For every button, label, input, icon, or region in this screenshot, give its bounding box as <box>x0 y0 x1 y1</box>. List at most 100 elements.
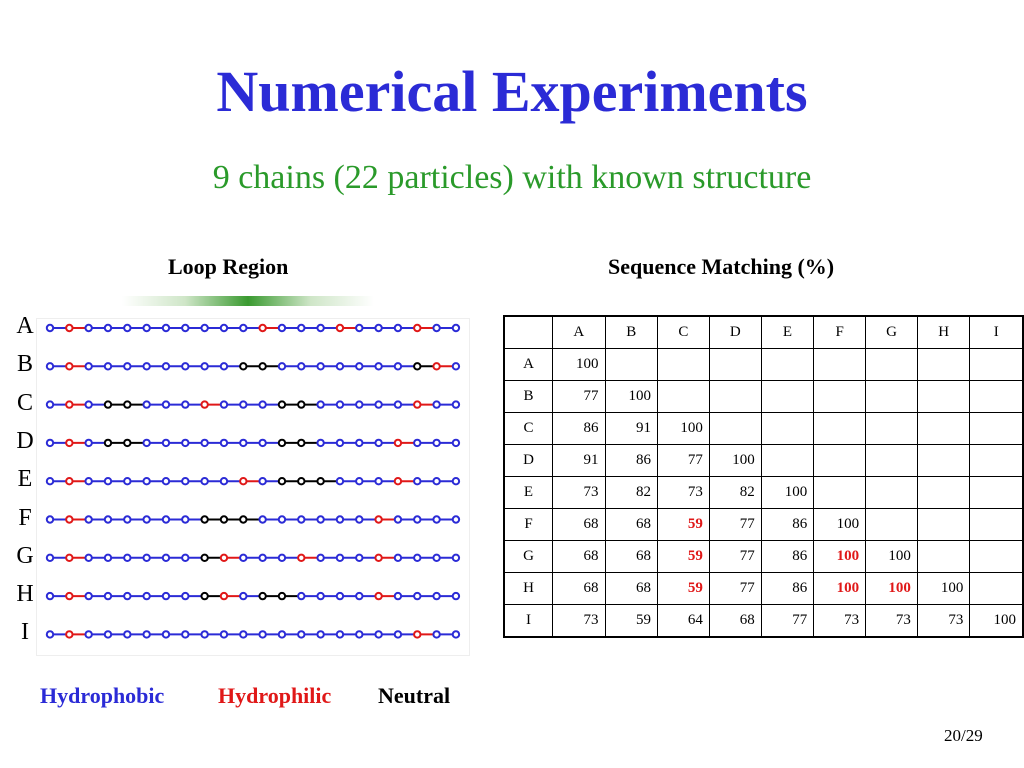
particle-node <box>45 362 55 371</box>
table-cell <box>969 572 1024 605</box>
table-row: C 86 91 100 <box>503 412 1024 445</box>
particle-node <box>277 591 287 601</box>
particle-node <box>335 591 345 601</box>
column-header: B <box>604 315 659 349</box>
particle-node <box>200 630 209 639</box>
particle-node <box>374 323 383 333</box>
particle-node <box>297 477 306 486</box>
table-cell: 73 <box>552 604 606 638</box>
chain-e <box>45 477 461 486</box>
particle-node <box>84 400 93 409</box>
table-cell: 100 <box>657 412 710 445</box>
table-cell: 59 <box>657 572 710 605</box>
particle-node <box>432 477 441 486</box>
table-cell: 100 <box>760 476 815 509</box>
particle-node <box>45 438 55 448</box>
table-cell: 100 <box>708 444 762 477</box>
particle-node <box>374 515 383 524</box>
particle-node <box>258 515 267 524</box>
table-cell <box>969 348 1024 381</box>
particle-node <box>258 591 267 601</box>
particle-node <box>335 630 345 639</box>
table-cell <box>916 476 971 509</box>
particle-node <box>123 591 132 601</box>
table-cell: 100 <box>916 572 971 605</box>
particle-node <box>393 477 403 486</box>
particle-node <box>451 323 461 333</box>
particle-node <box>161 438 171 448</box>
particle-node <box>393 438 403 448</box>
particle-node <box>219 400 229 409</box>
table-cell: 77 <box>708 572 762 605</box>
particle-node <box>393 630 403 639</box>
table-row: B 77 100 <box>503 380 1024 413</box>
particle-node <box>239 630 248 639</box>
particle-node <box>65 515 74 524</box>
particle-node <box>142 630 151 639</box>
table-cell <box>969 508 1024 541</box>
particle-node <box>355 515 364 524</box>
particle-node <box>277 400 287 409</box>
table-cell <box>969 444 1024 477</box>
particle-node <box>413 362 422 371</box>
particle-node <box>239 591 248 601</box>
particle-node <box>239 515 248 524</box>
chain-h <box>45 591 461 601</box>
particle-node <box>123 400 132 409</box>
particle-node <box>239 553 248 562</box>
particle-node <box>413 515 422 524</box>
table-cell: 68 <box>552 572 606 605</box>
particle-node <box>258 400 267 409</box>
particle-node <box>335 515 345 524</box>
particle-node <box>432 362 441 371</box>
particle-node <box>355 362 364 371</box>
particle-node <box>355 630 364 639</box>
particle-node <box>258 438 267 448</box>
particle-node <box>181 400 190 409</box>
row-header: I <box>503 604 554 638</box>
table-cell: 68 <box>604 508 659 541</box>
table-cell: 73 <box>552 476 606 509</box>
particle-node <box>142 362 151 371</box>
column-header: A <box>552 315 606 349</box>
table-cell <box>916 508 971 541</box>
particle-node <box>374 591 383 601</box>
particle-node <box>181 362 190 371</box>
table-cell <box>813 444 867 477</box>
chain-a <box>45 323 461 333</box>
table-cell: 77 <box>760 604 815 638</box>
particle-node <box>103 362 113 371</box>
row-header: D <box>503 444 554 477</box>
chain-label: D <box>16 427 34 454</box>
table-cell <box>916 540 971 573</box>
particle-node <box>413 438 422 448</box>
particle-node <box>181 553 190 562</box>
particle-node <box>45 477 55 486</box>
particle-node <box>84 591 93 601</box>
table-row: H 68 68 59 77 86 100 100 100 <box>503 572 1024 605</box>
table-cell: 59 <box>657 540 710 573</box>
particle-node <box>161 553 171 562</box>
particle-node <box>65 438 74 448</box>
table-cell <box>916 412 971 445</box>
particle-node <box>374 630 383 639</box>
particle-node <box>335 477 345 486</box>
chain-c <box>45 400 461 409</box>
table-cell: 59 <box>604 604 659 638</box>
particle-node <box>103 553 113 562</box>
particle-node <box>239 323 248 333</box>
particle-node <box>200 362 209 371</box>
particle-node <box>161 362 171 371</box>
table-cell <box>760 348 815 381</box>
particle-node <box>84 630 93 639</box>
slide-title: Numerical Experiments <box>216 59 808 124</box>
particle-node <box>103 591 113 601</box>
particle-node <box>432 591 441 601</box>
particle-node <box>219 515 229 524</box>
table-cell <box>916 348 971 381</box>
particle-node <box>161 591 171 601</box>
particle-node <box>297 515 306 524</box>
particle-node <box>84 438 93 448</box>
particle-node <box>45 630 55 639</box>
